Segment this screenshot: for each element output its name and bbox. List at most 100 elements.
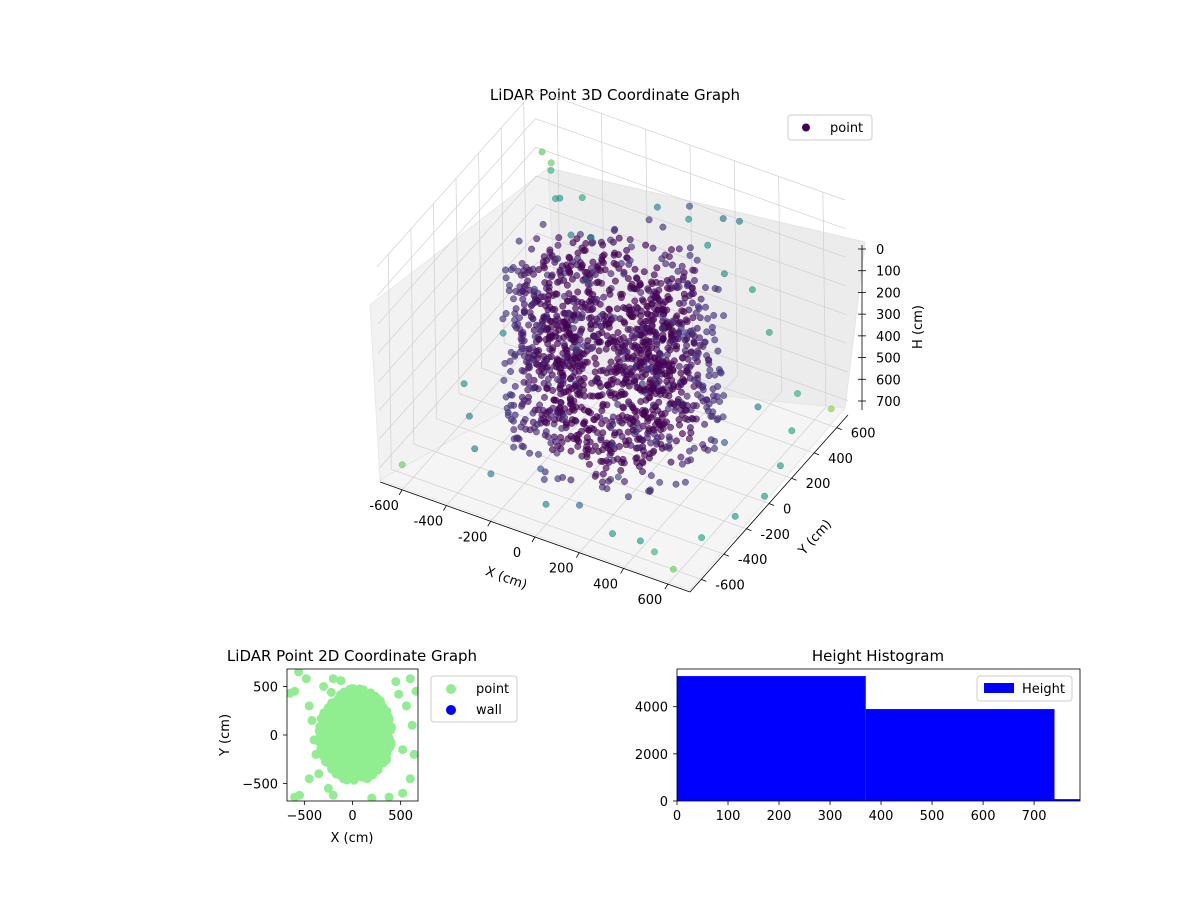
point-3d: [704, 315, 712, 322]
point-3d: [576, 501, 583, 509]
point-2d: [381, 715, 391, 724]
point-3d: [708, 323, 716, 331]
point-3d: [659, 314, 667, 322]
point-2d: [330, 754, 340, 763]
point-3d: [591, 354, 599, 362]
point-3d: [680, 308, 688, 316]
point-2d: [380, 747, 390, 757]
point-3d: [668, 275, 676, 283]
point-3d: [549, 344, 557, 352]
point-3d: [610, 337, 618, 345]
point-3d: [685, 435, 693, 443]
point-3d: [539, 220, 547, 228]
point-3d: [585, 426, 593, 434]
point-3d: [688, 299, 696, 307]
point-2d: [323, 783, 333, 793]
point-3d: [694, 371, 702, 379]
point-3d: [556, 194, 564, 202]
y-tick-label-3d: 200: [806, 477, 831, 492]
point-3d: [596, 338, 604, 346]
point-3d: [638, 346, 646, 354]
hist-legend: Height: [976, 675, 1073, 702]
point-3d: [549, 404, 557, 412]
point-3d: [620, 304, 627, 312]
point-2d: [336, 741, 346, 751]
point-2d: [304, 774, 314, 784]
point-3d: [646, 454, 653, 462]
point-3d: [688, 415, 696, 422]
point-3d: [714, 383, 722, 390]
point-3d: [538, 148, 546, 156]
point-3d: [578, 427, 585, 435]
y-tick-label-2d: 500: [253, 680, 278, 695]
x-tick-label-3d: 0: [513, 546, 521, 561]
plot3d-title: LiDAR Point 3D Coordinate Graph: [490, 86, 740, 104]
point-3d: [607, 358, 615, 366]
point-2d: [347, 700, 357, 710]
point-3d: [631, 297, 639, 305]
point-2d: [359, 766, 369, 776]
point-3d: [546, 411, 554, 419]
point-3d: [545, 279, 553, 287]
point-3d: [576, 330, 584, 338]
point-3d: [649, 401, 657, 409]
point-3d: [657, 279, 665, 287]
point-3d: [607, 368, 615, 376]
point-3d: [589, 291, 597, 298]
point-3d: [592, 360, 600, 368]
point-3d: [761, 492, 768, 500]
point-3d: [625, 382, 633, 390]
hist-frame: [676, 668, 1081, 802]
point-3d: [698, 383, 706, 391]
point-3d: [632, 331, 640, 339]
y-tick-3d: [813, 452, 820, 456]
point-3d: [827, 405, 835, 413]
point-3d: [601, 266, 609, 274]
point-2d: [340, 774, 350, 784]
point-3d: [691, 267, 699, 274]
point-3d: [659, 335, 667, 343]
point-3d: [690, 290, 697, 297]
point-3d: [597, 367, 605, 375]
point-3d: [547, 353, 555, 361]
point-3d: [610, 344, 618, 352]
y-tick-label-3d: -200: [760, 528, 790, 543]
point-3d: [579, 362, 587, 369]
point-3d: [500, 376, 508, 384]
point-3d: [731, 512, 739, 520]
point-3d: [698, 534, 706, 542]
point-3d: [527, 313, 535, 321]
point-2d: [394, 689, 404, 699]
point-3d: [520, 367, 528, 375]
point-3d: [524, 398, 532, 405]
point-3d: [540, 353, 548, 360]
hist-bars: [677, 676, 1080, 801]
z-tick-label-3d: 600: [876, 373, 901, 388]
point-3d: [721, 439, 728, 446]
point-3d: [525, 345, 533, 353]
point-3d: [696, 334, 704, 342]
point-3d: [679, 276, 687, 284]
point-3d: [659, 324, 667, 332]
point-3d: [711, 336, 719, 344]
point-3d: [656, 297, 664, 305]
point-3d: [687, 361, 695, 369]
point-3d: [788, 427, 796, 435]
point-3d: [471, 445, 479, 453]
z-tick-label-3d: 0: [876, 243, 884, 258]
point-3d: [535, 266, 543, 274]
point-3d: [627, 371, 635, 379]
plot3d-legend: point: [787, 114, 873, 141]
point-3d: [587, 233, 595, 241]
gridline-y: [410, 229, 724, 555]
hist-x-tick-label: 0: [673, 809, 681, 824]
point-3d: [591, 271, 599, 278]
point-3d: [620, 459, 628, 467]
point-3d: [703, 403, 711, 411]
point-3d: [537, 371, 545, 379]
plot2d-ylabel: Y (cm): [218, 714, 233, 757]
point-3d: [776, 462, 784, 470]
point-3d: [525, 373, 533, 381]
point-3d: [554, 340, 562, 347]
point-3d: [539, 406, 547, 414]
